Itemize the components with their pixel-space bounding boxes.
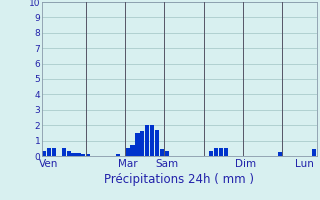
Bar <box>52 148 56 156</box>
Bar <box>150 125 154 156</box>
Bar <box>86 154 90 156</box>
Bar <box>71 153 76 156</box>
Bar <box>135 133 140 156</box>
Bar <box>76 153 81 156</box>
Bar <box>145 125 149 156</box>
Bar <box>67 151 71 156</box>
Bar <box>224 148 228 156</box>
X-axis label: Précipitations 24h ( mm ): Précipitations 24h ( mm ) <box>104 173 254 186</box>
Bar <box>116 154 120 156</box>
Bar <box>160 149 164 156</box>
Bar <box>42 151 46 156</box>
Bar <box>165 151 169 156</box>
Bar <box>81 154 85 156</box>
Bar <box>278 152 282 156</box>
Bar <box>312 149 316 156</box>
Bar <box>214 148 218 156</box>
Bar <box>131 145 135 156</box>
Bar <box>209 151 213 156</box>
Bar <box>219 148 223 156</box>
Bar <box>47 148 51 156</box>
Bar <box>140 131 144 156</box>
Bar <box>155 130 159 156</box>
Bar <box>125 148 130 156</box>
Bar <box>62 148 66 156</box>
